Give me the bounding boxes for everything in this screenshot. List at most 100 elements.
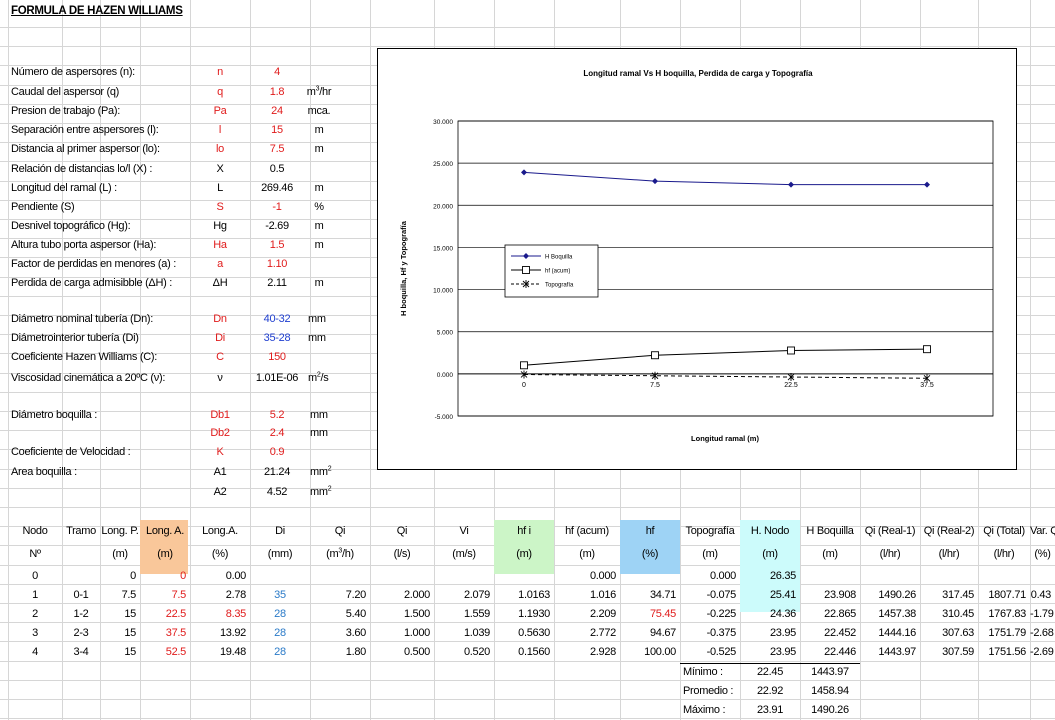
data-point: [788, 181, 794, 188]
table-cell: 1807.71: [988, 589, 1026, 601]
table-cell: -2.69: [1030, 646, 1054, 658]
table-cell: 1457.38: [878, 608, 916, 620]
stat-qi-real: 1490.26: [811, 704, 849, 716]
pipe-symbol: Dn: [213, 313, 227, 325]
param-symbol: lo: [216, 143, 224, 155]
column-unit: (m/s): [452, 548, 476, 560]
stat-qi-real: 1458.94: [811, 685, 849, 697]
data-point: [651, 371, 659, 380]
pipe-label: Diámetrointerior tubería (Di): [11, 332, 139, 344]
chart-svg: Longitud ramal Vs H boquilla, Perdida de…: [399, 69, 994, 443]
table-cell: 28: [274, 608, 286, 620]
a1-unit: mm2: [310, 465, 332, 478]
param-value[interactable]: 24: [271, 105, 283, 117]
y-tick-label: 20.000: [433, 203, 453, 210]
param-unit: m: [314, 124, 324, 136]
param-label: Caudal del aspersor (q): [11, 86, 120, 98]
pipe-unit: mm: [308, 332, 326, 344]
table-cell: 8.35: [225, 608, 247, 620]
y-tick-label: 25.000: [433, 161, 453, 168]
y-tick-label: 0.000: [437, 372, 454, 379]
table-cell: 1490.26: [878, 589, 916, 601]
table-cell: -0.225: [706, 608, 737, 620]
table-cell: -0.075: [706, 589, 737, 601]
table-cell: 22.446: [824, 646, 856, 658]
table-cell: -0.375: [706, 627, 737, 639]
table-cell: 310.45: [942, 608, 974, 620]
column-header: Tramo: [66, 525, 96, 537]
pipe-label: Viscosidad cinemática a 20ºC (ν):: [11, 372, 166, 384]
param-label: Número de aspersores (n):: [11, 66, 135, 78]
param-value[interactable]: 1.5: [269, 239, 285, 251]
param-value[interactable]: 15: [271, 124, 283, 136]
pipe-value[interactable]: 40-32: [263, 313, 291, 325]
a2-unit: mm2: [310, 485, 332, 498]
column-header: Qi: [396, 525, 408, 537]
param-label: Perdida de carga admisibble (ΔH) :: [11, 277, 173, 289]
column-unit: (m): [822, 548, 838, 560]
x-tick-label: 22.5: [784, 382, 798, 389]
table-cell: 7.5: [121, 589, 137, 601]
table-cell: 28: [274, 627, 286, 639]
pipe-unit: m2/s: [308, 371, 329, 384]
db2-value[interactable]: 2.4: [269, 427, 285, 439]
column-unit: (m): [579, 548, 595, 560]
pipe-label: Coeficiente Hazen Williams (C):: [11, 351, 157, 363]
table-cell: 75.45: [649, 608, 676, 620]
pipe-value[interactable]: 35-28: [263, 332, 291, 344]
y-tick-label: 30.000: [433, 119, 453, 126]
param-symbol: q: [217, 86, 223, 98]
table-cell: 0.00: [225, 570, 247, 582]
table-cell: 1.000: [403, 627, 430, 639]
table-cell: 1.500: [403, 608, 430, 620]
table-cell: 0.1560: [518, 646, 550, 658]
param-symbol: l: [218, 124, 222, 136]
data-point: [521, 169, 527, 176]
table-cell: 7.20: [345, 589, 367, 601]
param-value[interactable]: 1.10: [266, 258, 288, 270]
pipe-value: 1.01E-06: [255, 372, 299, 384]
column-unit: (m): [112, 548, 128, 560]
column-unit: (m): [157, 548, 173, 560]
param-value[interactable]: 1.8: [269, 86, 285, 98]
column-unit: (l/hr): [938, 548, 960, 560]
data-point: [651, 351, 659, 360]
data-point: [924, 181, 930, 188]
column-unit: (mm): [267, 548, 293, 560]
x-axis-label: Longitud ramal (m): [691, 434, 759, 443]
legend-marker: [522, 280, 530, 288]
table-cell: 0.520: [463, 646, 490, 658]
param-symbol: S: [216, 201, 224, 213]
column-header: hf: [645, 525, 655, 537]
sheet-title: FORMULA DE HAZEN WILLIAMS: [11, 5, 183, 17]
param-unit: m: [314, 239, 324, 251]
table-cell: 15: [124, 627, 136, 639]
a2-value: 4.52: [266, 486, 288, 498]
db1-value[interactable]: 5.2: [269, 409, 285, 421]
param-unit: m: [314, 277, 324, 289]
table-cell: 37.5: [165, 627, 187, 639]
stat-qi-real: 1443.97: [811, 666, 849, 678]
h-boquilla-highlight: [740, 520, 800, 612]
table-cell: 1.80: [345, 646, 367, 658]
table-cell: 22.865: [824, 608, 856, 620]
k-value[interactable]: 0.9: [269, 446, 285, 458]
param-symbol: X: [216, 163, 224, 175]
chart-panel[interactable]: Longitud ramal Vs H boquilla, Perdida de…: [377, 48, 1017, 470]
param-value[interactable]: 4: [274, 66, 280, 78]
y-tick-label: 5.000: [437, 330, 454, 337]
param-unit: m: [314, 182, 324, 194]
y-tick-label: -5.000: [435, 414, 454, 421]
column-header: H Boquilla: [806, 525, 854, 537]
column-header: hf i: [517, 525, 531, 537]
pipe-value[interactable]: 150: [268, 351, 286, 363]
param-value[interactable]: 7.5: [269, 143, 285, 155]
column-header: Qi (Total): [983, 525, 1025, 537]
param-unit: mca.: [307, 105, 331, 117]
table-cell: 100.00: [644, 646, 676, 658]
table-cell: 1.1930: [518, 608, 550, 620]
pipe-symbol: ν: [217, 372, 223, 384]
db1-unit: mm: [310, 409, 328, 421]
column-header: Qi (Real-1): [864, 525, 916, 537]
param-value[interactable]: -1: [272, 201, 282, 213]
